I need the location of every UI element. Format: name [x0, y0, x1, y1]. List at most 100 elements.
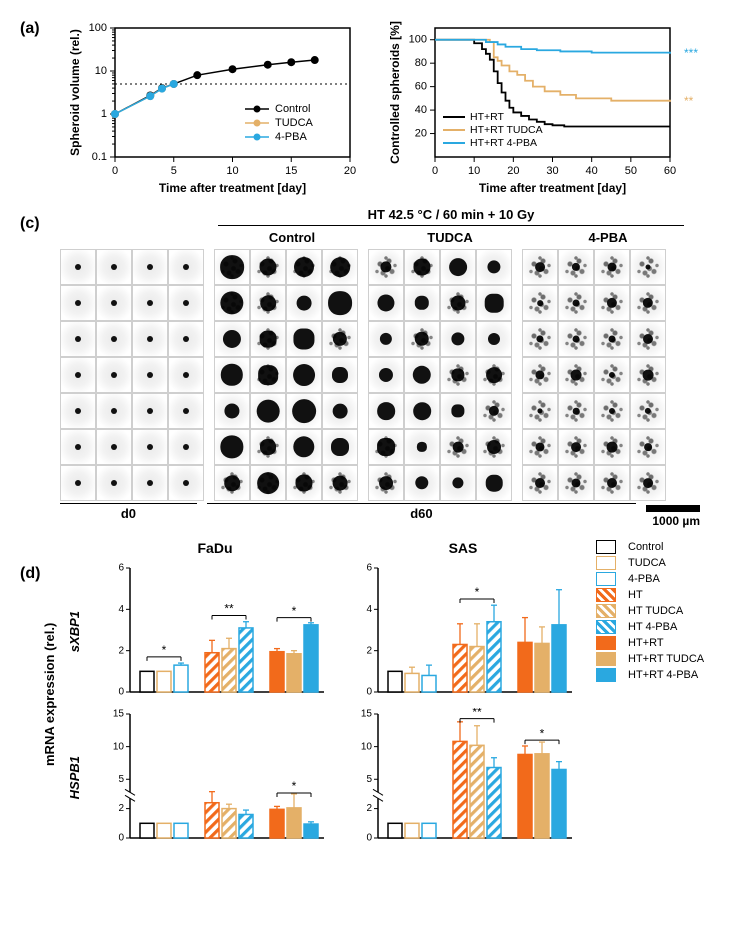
legend-label: HT 4-PBA: [628, 621, 677, 633]
svg-text:0: 0: [118, 833, 124, 844]
spheroid-cell: [594, 429, 630, 465]
svg-text:2: 2: [118, 803, 124, 814]
spheroid-cell: [440, 321, 476, 357]
svg-text:20: 20: [344, 165, 356, 177]
spheroid-cell: [214, 321, 250, 357]
spheroid-cell: [558, 465, 594, 501]
svg-text:0: 0: [112, 165, 118, 177]
svg-text:20: 20: [415, 127, 427, 139]
legend-item: HT: [596, 588, 704, 602]
spheroid-cell: [368, 429, 404, 465]
spheroid-cell: [168, 429, 204, 465]
spheroid-cell: [286, 429, 322, 465]
d-row-sxbp1: sXBP1: [67, 611, 82, 652]
spheroid-cell: [368, 249, 404, 285]
spheroid-cell: [60, 393, 96, 429]
panel-c: HT 42.5 °C / 60 min + 10 Gy Control TUDC…: [60, 207, 710, 528]
panel-d-legend: Control TUDCA 4-PBA HT HT TUDCA HT 4-PBA HT+RT…: [596, 540, 704, 848]
svg-text:2: 2: [366, 645, 372, 656]
spheroid-cell: [322, 429, 358, 465]
figure: (a) (b) 051015200.1110100Time after trea…: [20, 20, 710, 848]
panel-label-c: (c): [20, 215, 40, 233]
svg-text:5: 5: [366, 774, 372, 785]
legend-label: HT+RT TUDCA: [628, 653, 704, 665]
spheroid-cell: [96, 321, 132, 357]
panel-label-a: (a): [20, 20, 40, 38]
spheroid-grid: [368, 249, 512, 501]
legend-label: HT: [628, 589, 643, 601]
legend-label: 4-PBA: [628, 573, 660, 585]
spheroid-cell: [440, 465, 476, 501]
spheroid-cell: [60, 465, 96, 501]
d-col-sas: SAS: [348, 540, 578, 556]
spheroid-cell: [440, 429, 476, 465]
spheroid-cell: [476, 285, 512, 321]
svg-text:HT+RT 4-PBA: HT+RT 4-PBA: [470, 137, 537, 149]
spheroid-cell: [404, 321, 440, 357]
spheroid-cell: [558, 429, 594, 465]
spheroid-cell: [250, 429, 286, 465]
spheroid-cell: [630, 321, 666, 357]
spheroid-cell: [522, 285, 558, 321]
svg-text:10: 10: [361, 741, 373, 752]
svg-text:0: 0: [432, 165, 438, 177]
spheroid-cell: [630, 357, 666, 393]
c-label-d0: d0: [60, 503, 197, 521]
svg-text:40: 40: [415, 104, 427, 116]
spheroid-cell: [168, 321, 204, 357]
spheroid-cell: [368, 393, 404, 429]
spheroid-cell: [322, 357, 358, 393]
spheroid-cell: [476, 429, 512, 465]
spheroid-cell: [214, 465, 250, 501]
svg-text:10: 10: [95, 65, 107, 77]
spheroid-cell: [322, 321, 358, 357]
legend-item: TUDCA: [596, 556, 704, 570]
spheroid-cell: [630, 465, 666, 501]
svg-text:15: 15: [285, 165, 297, 177]
panel-a-chart: 051015200.1110100Time after treatment [d…: [60, 20, 360, 195]
svg-text:Time after treatment [day]: Time after treatment [day]: [159, 181, 306, 195]
svg-text:**: **: [684, 94, 694, 108]
spheroid-grid: [214, 249, 358, 501]
svg-text:1: 1: [101, 108, 107, 120]
svg-text:Time after treatment [day]: Time after treatment [day]: [479, 181, 626, 195]
spheroid-cell: [250, 357, 286, 393]
spheroid-cell: [368, 465, 404, 501]
d-row-hspb1: HSPB1: [67, 756, 82, 799]
spheroid-cell: [522, 393, 558, 429]
spheroid-cell: [250, 465, 286, 501]
spheroid-cell: [132, 393, 168, 429]
spheroid-cell: [404, 393, 440, 429]
spheroid-cell: [60, 429, 96, 465]
svg-text:50: 50: [625, 165, 637, 177]
svg-text:10: 10: [113, 741, 125, 752]
spheroid-cell: [404, 465, 440, 501]
spheroid-cell: [168, 465, 204, 501]
svg-text:10: 10: [226, 165, 238, 177]
spheroid-cell: [476, 249, 512, 285]
legend-item: Control: [596, 540, 704, 554]
svg-text:4-PBA: 4-PBA: [275, 131, 307, 143]
legend-label: HT TUDCA: [628, 605, 683, 617]
spheroid-cell: [60, 321, 96, 357]
panel-b-chart: 010203040506020406080100*****Time after …: [380, 20, 700, 195]
legend-item: HT+RT TUDCA: [596, 652, 704, 666]
legend-item: HT+RT 4-PBA: [596, 668, 704, 682]
spheroid-cell: [96, 249, 132, 285]
spheroid-cell: [214, 429, 250, 465]
spheroid-cell: [132, 249, 168, 285]
spheroid-cell: [322, 465, 358, 501]
svg-text:100: 100: [89, 22, 107, 34]
spheroid-cell: [558, 357, 594, 393]
spheroid-cell: [558, 285, 594, 321]
svg-text:Control: Control: [275, 103, 310, 115]
spheroid-cell: [404, 285, 440, 321]
svg-text:*: *: [292, 604, 297, 618]
svg-text:*: *: [540, 726, 545, 740]
svg-text:15: 15: [113, 709, 125, 720]
svg-text:Controlled spheroids [%]: Controlled spheroids [%]: [388, 21, 402, 164]
spheroid-grid: [522, 249, 666, 501]
svg-text:0.1: 0.1: [92, 151, 107, 163]
legend-label: HT+RT: [628, 637, 664, 649]
c-col-tudca: TUDCA: [376, 230, 524, 249]
